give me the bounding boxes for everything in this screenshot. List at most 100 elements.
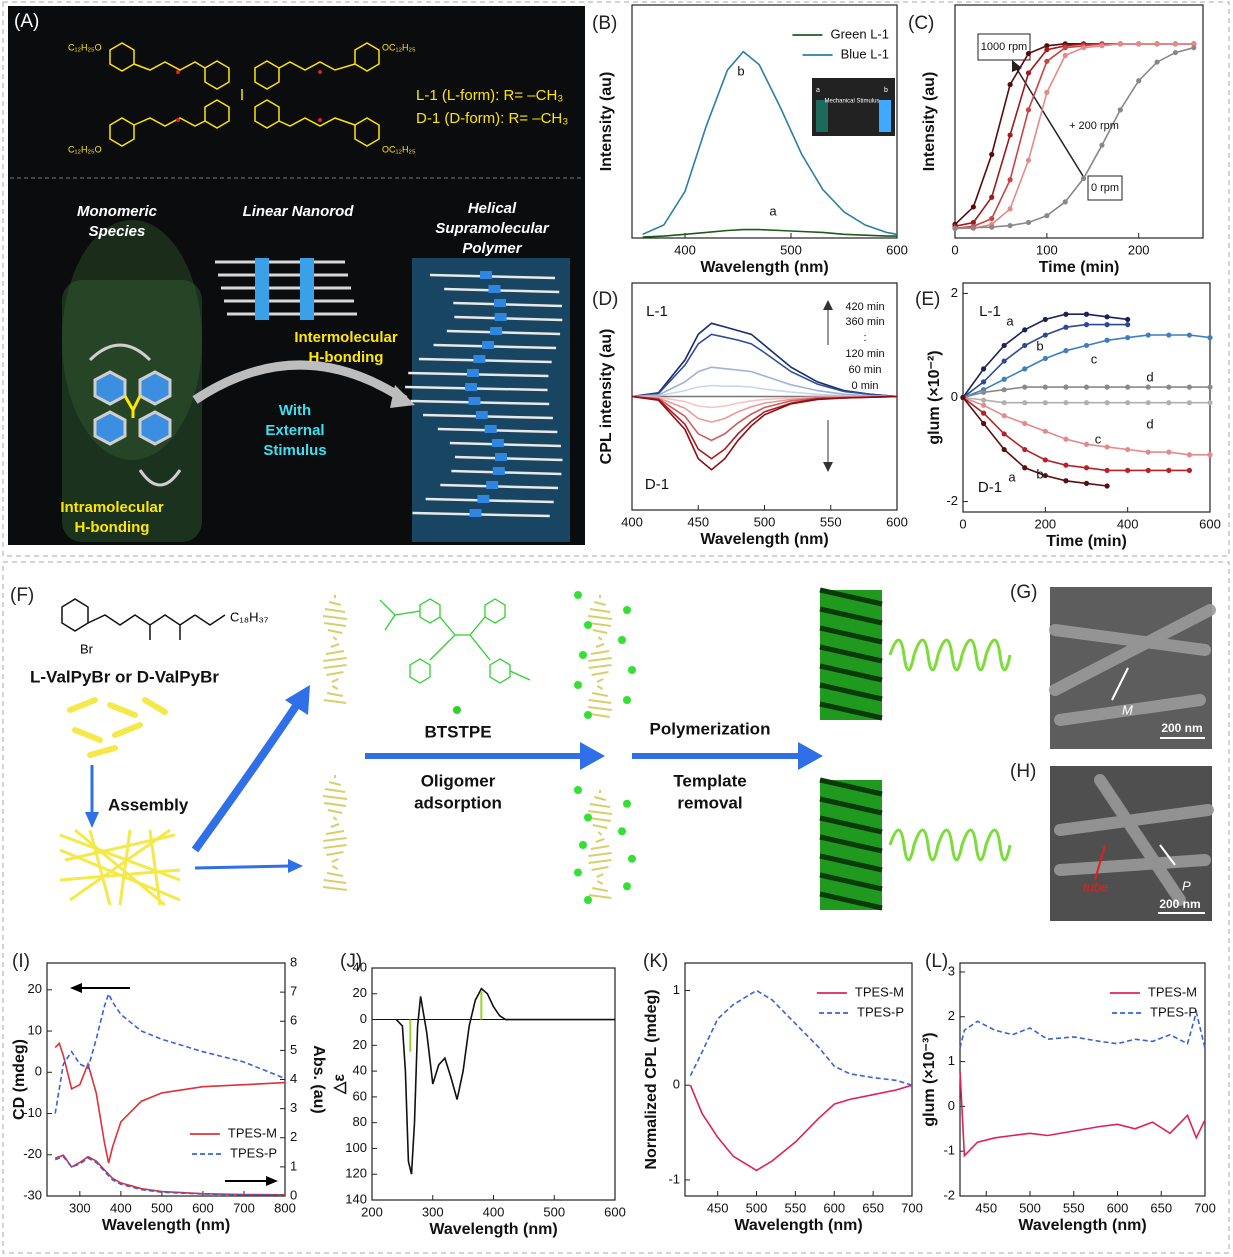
section-frame [2,561,1230,1254]
legend-label: TPES-M [228,1125,277,1140]
y2-tick-label: 6 [290,1013,297,1028]
helix-rung [323,837,347,842]
series-line [962,396,1190,472]
marker [1042,472,1048,479]
annotation: Mechanical Stimulus [824,99,879,105]
annotation: b [737,63,744,78]
marker [1166,384,1172,390]
marker [989,194,995,200]
marker [1001,400,1007,406]
marker [1042,316,1048,323]
helix-rung [588,699,612,704]
marker [1063,324,1069,330]
caption: Linear Nanorod [243,203,355,220]
helix-rung [588,657,612,662]
helix-rung [590,845,610,850]
rung [433,343,557,350]
tube-groove [819,834,883,854]
x-tick-label: 400 [483,1204,505,1219]
x-tick-label: 700 [901,1200,923,1215]
x-tick-label: 400 [621,514,643,529]
caption: Stimulus [263,442,326,459]
step-label: Template [673,771,746,790]
marker [1136,41,1142,47]
marker [1025,107,1032,113]
series-line [642,228,897,238]
x-tick-label: 500 [780,242,802,257]
y-tick-label: 20 [353,1037,367,1052]
structure [109,42,380,147]
block [468,397,481,405]
helix-rung [331,858,339,863]
y-tick-label: -1 [943,1143,955,1158]
x-tick-label: 400 [110,1200,132,1215]
x-tick-label: 500 [151,1200,173,1215]
marker [1044,89,1050,95]
block [494,453,507,461]
series-line [959,1009,1206,1049]
helix-rung [588,852,612,857]
annotation: a [769,203,777,218]
helix-rung [323,802,347,807]
block [493,299,506,307]
plot-frame [631,4,898,239]
step-label: removal [677,793,742,812]
marker [1099,142,1105,148]
caption: Helical [468,200,517,217]
helix-rung [597,636,603,641]
marker [1025,157,1032,163]
marker [1136,78,1142,84]
caption: Supramolecular [435,220,550,237]
helix-rung [588,894,612,899]
marker [1022,327,1028,333]
y-tick-label: 0 [948,1098,955,1113]
y-tick-label: 40 [353,1063,367,1078]
marker [1104,322,1110,328]
marker [1025,50,1032,57]
helix-rung [326,851,344,856]
rung [444,287,560,294]
marker [1001,413,1007,419]
helix-rung [595,643,605,648]
marker [1207,400,1213,406]
helix-rung [330,823,340,828]
marker [1001,342,1007,349]
marker [1145,332,1151,338]
marker [1044,47,1050,53]
block [486,481,499,489]
helix-rung [590,650,610,655]
y-tick-label: 1 [673,982,680,997]
series-line [642,50,898,236]
pointer [1111,667,1129,701]
y-axis-label: Normalized CPL (mdeg) [643,989,660,1169]
marker [1063,348,1069,354]
helix-rung [591,887,609,892]
helices [322,591,636,904]
monomer-name: L-ValPyBr or D-ValPyBr [30,667,219,686]
helix-rung [324,608,346,613]
annotation: a [816,87,820,94]
vial [879,100,891,132]
dot [623,696,631,704]
y-tick-label: 80 [353,1114,367,1129]
helix-rung [328,781,342,786]
x-tick-label: 500 [543,1204,565,1219]
x-tick-label: 800 [274,1200,296,1215]
caption: Intermolecular [294,329,398,346]
annotation: c [1095,431,1102,446]
x-tick-label: 600 [1107,1200,1129,1215]
step-label: BTSTPE [424,722,491,741]
rung [454,455,563,462]
annotation: : [863,332,866,344]
x-tick-label: 550 [1063,1200,1085,1215]
series-line [631,322,898,398]
step-label: Polymerization [650,719,771,738]
x-axis-label: Wavelength (nm) [1018,1217,1146,1234]
y-tick-label: 120 [345,1166,367,1181]
helix-rung [591,671,609,676]
helix-rung [591,866,609,871]
dot [628,666,636,674]
helix-rung [322,795,348,800]
arrow-head [70,983,82,993]
block [482,341,495,349]
